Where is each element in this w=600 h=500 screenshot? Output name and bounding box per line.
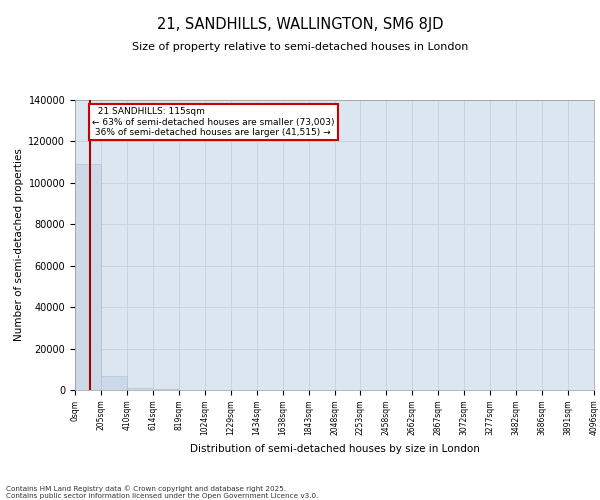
X-axis label: Distribution of semi-detached houses by size in London: Distribution of semi-detached houses by … [190,444,479,454]
Bar [101,376,127,390]
Text: 21, SANDHILLS, WALLINGTON, SM6 8JD: 21, SANDHILLS, WALLINGTON, SM6 8JD [157,18,443,32]
Bar [127,388,152,390]
Bar [75,164,101,390]
Y-axis label: Number of semi-detached properties: Number of semi-detached properties [14,148,24,342]
Text: Contains HM Land Registry data © Crown copyright and database right 2025.
Contai: Contains HM Land Registry data © Crown c… [6,486,319,499]
Text: 21 SANDHILLS: 115sqm  
← 63% of semi-detached houses are smaller (73,003)
 36% o: 21 SANDHILLS: 115sqm ← 63% of semi-detac… [92,108,335,137]
Bar [153,389,179,390]
Text: Size of property relative to semi-detached houses in London: Size of property relative to semi-detach… [132,42,468,52]
